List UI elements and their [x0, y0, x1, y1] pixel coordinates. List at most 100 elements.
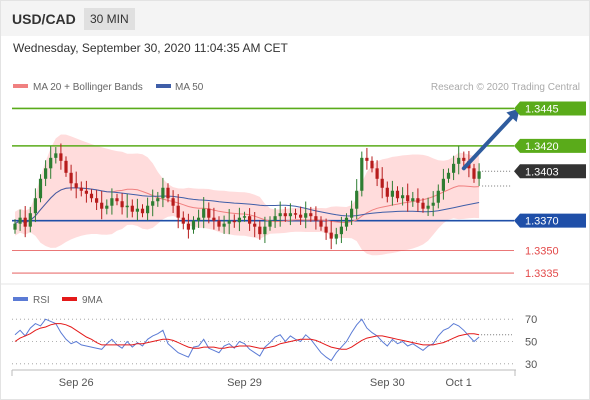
- x-tick-label: Oct 1: [446, 377, 472, 389]
- candle: [283, 206, 287, 222]
- candle-body: [242, 216, 247, 218]
- candle-body: [390, 190, 394, 197]
- main-legend: MA 20 + Bollinger Bands MA 50: [13, 82, 204, 93]
- candle-body: [263, 226, 267, 235]
- candle-body: [120, 201, 124, 208]
- candle-body: [452, 163, 456, 173]
- candle-body: [166, 187, 170, 199]
- candle: [477, 163, 481, 187]
- candle: [237, 207, 241, 232]
- candle-body: [309, 213, 313, 217]
- candle-body: [100, 202, 104, 209]
- candle: [462, 151, 466, 167]
- candle: [299, 206, 303, 225]
- candle-body: [191, 220, 196, 230]
- candle: [375, 160, 379, 187]
- candle-body: [23, 217, 27, 227]
- candle: [457, 146, 461, 175]
- key-levels: [12, 107, 514, 274]
- candle: [89, 189, 94, 203]
- candle: [161, 177, 165, 208]
- level-label: 1.3403: [525, 166, 559, 178]
- candle: [23, 206, 27, 238]
- candle-body: [125, 205, 129, 208]
- candle: [217, 216, 221, 231]
- candle-body: [477, 171, 481, 179]
- candle-body: [222, 223, 226, 227]
- candle-body: [401, 195, 405, 199]
- forecast-arrow-shaft: [461, 115, 514, 171]
- candle-body: [293, 213, 298, 215]
- datetime-label: Wednesday, September 30, 2020 11:04:35 A…: [13, 41, 288, 55]
- timeframe-badge[interactable]: 30 MIN: [84, 8, 135, 30]
- candle: [426, 197, 430, 216]
- level-label: 1.3445: [525, 103, 559, 115]
- candle-body: [355, 190, 359, 209]
- level-tag-support: [514, 213, 586, 228]
- candle: [355, 179, 359, 220]
- x-tick-label: Sep 30: [370, 377, 405, 389]
- candle: [324, 218, 328, 240]
- level-tag-price: [514, 164, 586, 179]
- candle: [100, 191, 104, 220]
- candle-body: [84, 190, 88, 194]
- rsi-legend: RSI 9MA: [13, 295, 103, 306]
- candle: [207, 202, 211, 224]
- candle: [120, 193, 124, 215]
- candle: [380, 167, 384, 199]
- candle-body: [161, 187, 165, 199]
- candle: [304, 201, 308, 229]
- candle-body: [395, 190, 400, 199]
- candle-body: [472, 168, 476, 179]
- candle-body: [171, 198, 175, 206]
- candle: [130, 199, 134, 218]
- candle: [273, 208, 277, 228]
- candle: [441, 168, 445, 200]
- candle-body: [74, 183, 78, 188]
- candle-body: [217, 220, 221, 227]
- candle: [197, 209, 201, 228]
- candle: [416, 188, 420, 212]
- candle: [181, 211, 185, 230]
- candle-body: [380, 178, 384, 188]
- candle: [390, 180, 394, 206]
- candle: [232, 214, 236, 228]
- candle: [431, 191, 435, 217]
- candle-body: [314, 216, 318, 221]
- candle-body: [385, 187, 389, 197]
- candle: [166, 183, 170, 203]
- candle-body: [334, 234, 338, 239]
- candle-body: [288, 213, 292, 217]
- candle: [248, 208, 252, 231]
- x-axis: Sep 26 Sep 29 Sep 30 Oct 1: [11, 370, 516, 389]
- legend-label-rsi: RSI: [33, 295, 50, 306]
- candle-body: [411, 198, 415, 202]
- candle: [49, 146, 53, 179]
- candle: [309, 206, 313, 222]
- legend-label-9ma: 9MA: [82, 295, 103, 306]
- candle: [360, 151, 364, 197]
- level-tag-resistance: [514, 101, 586, 116]
- candle-body: [441, 178, 445, 191]
- candle-body: [457, 157, 461, 164]
- candle-body: [248, 216, 252, 224]
- legend-swatch-ma50: [156, 84, 171, 88]
- rsi-tick-label: 50: [525, 337, 537, 349]
- candle-body: [360, 157, 364, 191]
- rsi-ma-line: [14, 323, 480, 350]
- candle: [242, 211, 247, 222]
- candle: [293, 208, 298, 219]
- candle-body: [202, 208, 206, 218]
- candle-body: [18, 217, 22, 224]
- candle: [44, 160, 48, 187]
- candle: [258, 220, 262, 240]
- candle: [54, 147, 58, 164]
- candle-body: [365, 157, 369, 161]
- candle-body: [431, 202, 435, 206]
- candle-body: [232, 220, 236, 223]
- candle-body: [350, 208, 354, 218]
- forecast-arrow-head: [506, 108, 520, 123]
- watermark-text: Research © 2020 Trading Central: [431, 82, 580, 93]
- candle: [59, 143, 63, 170]
- candle-body: [33, 198, 37, 214]
